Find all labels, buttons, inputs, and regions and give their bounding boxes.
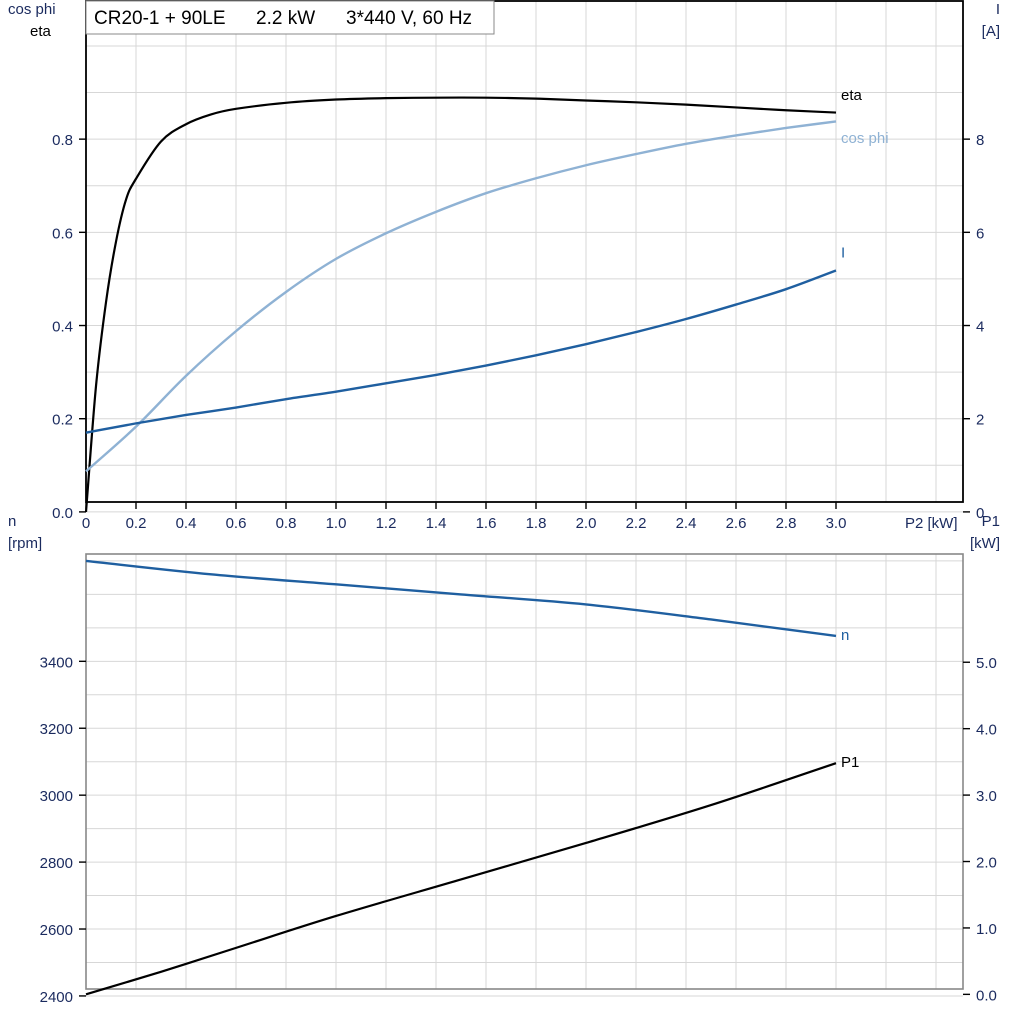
svg-text:3000: 3000 xyxy=(40,788,73,805)
svg-text:6: 6 xyxy=(976,225,984,242)
svg-text:0: 0 xyxy=(82,515,90,532)
svg-text:0.2: 0.2 xyxy=(126,515,147,532)
svg-text:8: 8 xyxy=(976,132,984,149)
svg-text:2600: 2600 xyxy=(40,922,73,939)
svg-text:1.6: 1.6 xyxy=(476,515,497,532)
svg-text:n: n xyxy=(841,627,849,644)
svg-text:2.0: 2.0 xyxy=(976,855,997,872)
svg-text:5.0: 5.0 xyxy=(976,655,997,672)
svg-text:P1: P1 xyxy=(982,513,1000,530)
svg-text:0.0: 0.0 xyxy=(52,505,73,522)
svg-text:4: 4 xyxy=(976,319,984,336)
svg-text:[rpm]: [rpm] xyxy=(8,535,42,552)
svg-text:1.8: 1.8 xyxy=(526,515,547,532)
svg-text:2: 2 xyxy=(976,412,984,429)
svg-text:n: n xyxy=(8,513,16,530)
svg-text:2400: 2400 xyxy=(40,989,73,1006)
svg-text:eta: eta xyxy=(841,87,863,104)
svg-text:0.6: 0.6 xyxy=(226,515,247,532)
svg-text:0.0: 0.0 xyxy=(976,987,997,1004)
svg-text:2.8: 2.8 xyxy=(776,515,797,532)
svg-text:1.0: 1.0 xyxy=(976,921,997,938)
svg-text:2.2: 2.2 xyxy=(626,515,647,532)
svg-text:cos phi: cos phi xyxy=(8,1,56,18)
svg-text:[kW]: [kW] xyxy=(970,535,1000,552)
svg-text:4.0: 4.0 xyxy=(976,722,997,739)
svg-text:0.4: 0.4 xyxy=(52,319,73,336)
svg-text:0.4: 0.4 xyxy=(176,515,197,532)
svg-text:eta: eta xyxy=(30,23,52,40)
svg-text:1.2: 1.2 xyxy=(376,515,397,532)
svg-text:1.4: 1.4 xyxy=(426,515,447,532)
svg-text:3200: 3200 xyxy=(40,721,73,738)
svg-text:cos phi: cos phi xyxy=(841,130,889,147)
svg-text:I: I xyxy=(841,244,845,261)
svg-text:3.0: 3.0 xyxy=(976,788,997,805)
svg-text:2.4: 2.4 xyxy=(676,515,697,532)
svg-text:0.2: 0.2 xyxy=(52,412,73,429)
svg-text:[A]: [A] xyxy=(982,23,1000,40)
svg-text:2800: 2800 xyxy=(40,855,73,872)
svg-text:0.8: 0.8 xyxy=(276,515,297,532)
svg-text:0.8: 0.8 xyxy=(52,132,73,149)
svg-text:P1: P1 xyxy=(841,754,859,771)
svg-text:0.6: 0.6 xyxy=(52,225,73,242)
svg-text:3400: 3400 xyxy=(40,654,73,671)
svg-text:3.0: 3.0 xyxy=(826,515,847,532)
svg-text:2.6: 2.6 xyxy=(726,515,747,532)
svg-text:1.0: 1.0 xyxy=(326,515,347,532)
svg-text:2.0: 2.0 xyxy=(576,515,597,532)
svg-text:I: I xyxy=(996,1,1000,18)
svg-text:P2 [kW]: P2 [kW] xyxy=(905,515,958,532)
